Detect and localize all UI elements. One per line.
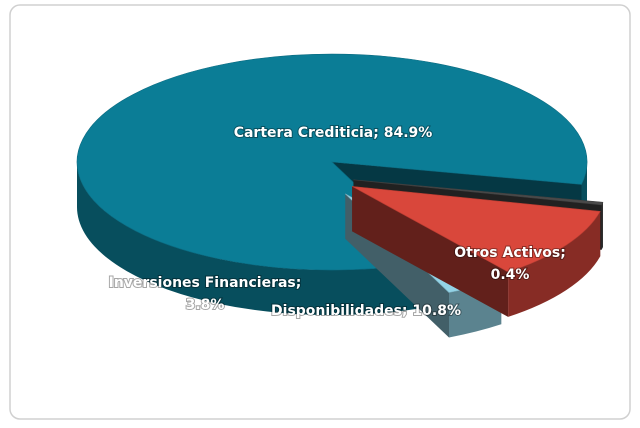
slice-face [352, 186, 509, 317]
slice [353, 179, 604, 206]
slice-side [508, 211, 601, 317]
data-label: Otros Activos; 0.4% [454, 245, 566, 283]
data-label: Inversiones Financieras; 3.8% [109, 275, 302, 313]
data-label: Disponibilidades; 10.8% [271, 303, 461, 319]
slice-side [76, 162, 436, 316]
data-label: Cartera Crediticia; 84.9% [234, 125, 433, 141]
slice [76, 53, 588, 271]
slice [352, 186, 601, 273]
slice-side [601, 202, 603, 250]
